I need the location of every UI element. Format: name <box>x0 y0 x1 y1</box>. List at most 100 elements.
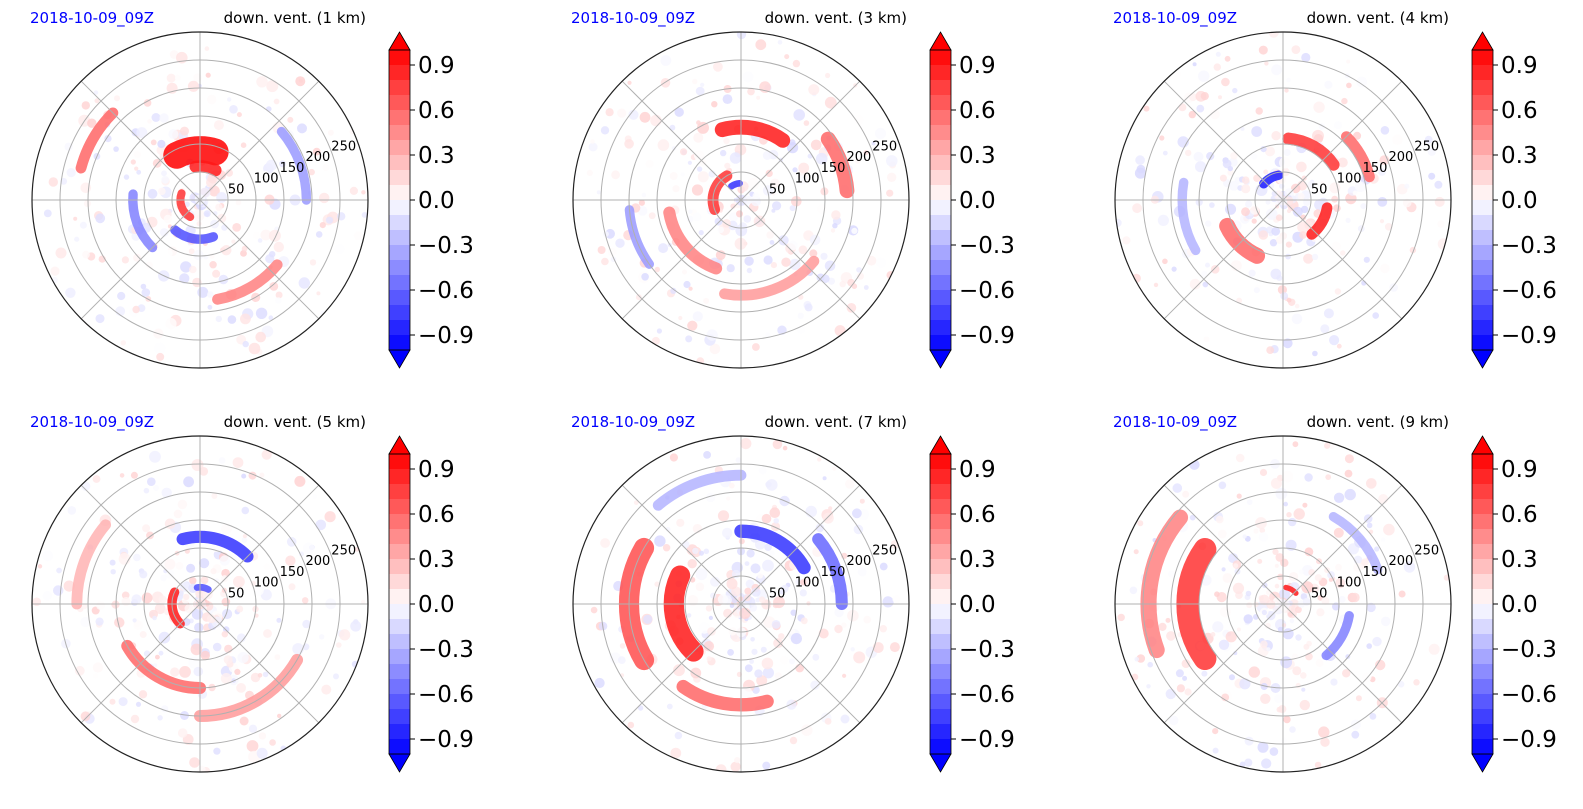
field-cell <box>158 631 171 644</box>
field-cell <box>806 601 811 606</box>
field-cell <box>1304 547 1314 557</box>
colorbar-tick-label: −0.6 <box>418 682 474 708</box>
colorbar-segment <box>930 739 951 755</box>
field-cell <box>1218 481 1227 490</box>
field-cell <box>670 287 677 294</box>
field-cell <box>157 715 163 721</box>
field-cell <box>240 250 247 257</box>
field-feature-5 <box>1328 512 1383 575</box>
field-cell <box>715 764 727 772</box>
field-cell <box>1261 609 1267 616</box>
colorbar-segment <box>930 155 951 171</box>
field-cell <box>682 269 687 275</box>
colorbar-segment <box>1472 574 1493 590</box>
colorbar-segment <box>1472 320 1493 336</box>
field-cell <box>1293 508 1305 520</box>
field-cell <box>1281 470 1294 483</box>
field-cell <box>832 466 837 471</box>
grid-spoke <box>740 603 861 724</box>
field-cell <box>1212 621 1224 633</box>
field-cell <box>765 332 771 338</box>
field-cell <box>808 84 820 96</box>
field-cell <box>1244 736 1254 746</box>
field-cell <box>269 251 276 258</box>
colorbar-segment <box>1472 469 1493 485</box>
field-cell <box>188 248 195 255</box>
field-cell <box>776 686 786 696</box>
field-cell <box>790 633 803 645</box>
field-cell <box>242 534 247 539</box>
field-cell <box>174 74 181 81</box>
field-cell <box>1245 200 1253 208</box>
field-cell <box>847 609 859 622</box>
chart-title: down. vent. (7 km) <box>765 413 907 431</box>
field-cell <box>96 601 106 610</box>
field-cell <box>696 166 703 172</box>
field-cell <box>762 761 771 770</box>
field-cell <box>1295 634 1302 641</box>
colorbar-segment <box>389 185 410 201</box>
colorbar-tick-label: −0.3 <box>418 637 474 663</box>
field-cell <box>247 573 252 578</box>
field-cell <box>1260 682 1268 691</box>
field-cell <box>830 228 836 233</box>
field-cell <box>1372 312 1379 319</box>
field-cell <box>692 311 703 322</box>
field-cell <box>797 312 804 319</box>
grid-spoke <box>1163 199 1284 320</box>
field-cell <box>1427 147 1436 156</box>
field-cell <box>1210 265 1220 274</box>
field-cell <box>134 166 139 171</box>
field-cell <box>1298 569 1304 575</box>
field-feature-3 <box>728 179 743 190</box>
field-cell <box>279 573 285 579</box>
field-feature-5 <box>1177 177 1201 256</box>
field-cell <box>879 625 887 633</box>
field-cell <box>1329 335 1340 346</box>
field-cell <box>133 151 141 159</box>
colorbar-segment <box>389 170 410 186</box>
field-cell <box>685 335 693 343</box>
field-cell <box>654 581 660 587</box>
field-cell <box>139 631 147 638</box>
field-cell <box>1172 483 1183 493</box>
field-cell <box>153 485 160 491</box>
field-cell <box>588 142 598 152</box>
field-cell <box>1136 164 1146 174</box>
field-cell <box>266 80 279 93</box>
field-cell <box>803 120 810 126</box>
field-cell <box>1338 595 1346 603</box>
field-cell <box>1363 256 1370 263</box>
colorbar-segment <box>930 679 951 695</box>
field-cell <box>279 160 286 168</box>
field-cell <box>1392 134 1403 146</box>
radial-tick-label: 200 <box>1389 150 1414 165</box>
field-cell <box>856 272 865 280</box>
field-cell <box>1184 688 1192 696</box>
field-cell <box>212 269 221 278</box>
radial-tick-label: 200 <box>1389 554 1414 569</box>
field-cell <box>1219 174 1227 182</box>
field-cell <box>220 673 232 684</box>
chart-title: down. vent. (5 km) <box>224 413 366 431</box>
field-cell <box>1202 281 1209 288</box>
field-cell <box>1366 478 1377 489</box>
colorbar-segment <box>930 469 951 485</box>
field-cell <box>889 642 900 653</box>
field-cell <box>853 115 864 126</box>
field-cell <box>143 99 152 107</box>
field-cell <box>834 607 844 618</box>
field-cell <box>751 587 761 597</box>
field-cell <box>319 634 325 640</box>
field-cell <box>152 615 157 621</box>
field-cell <box>1195 161 1207 173</box>
field-cell <box>654 266 660 273</box>
field-cell <box>177 590 184 597</box>
field-cell <box>166 82 178 94</box>
field-cell <box>114 95 120 102</box>
field-cell <box>887 172 897 182</box>
field-cell <box>762 559 774 572</box>
colorbar-segment <box>930 694 951 710</box>
colorbar-segment <box>1472 170 1493 186</box>
field-cell <box>237 633 246 643</box>
